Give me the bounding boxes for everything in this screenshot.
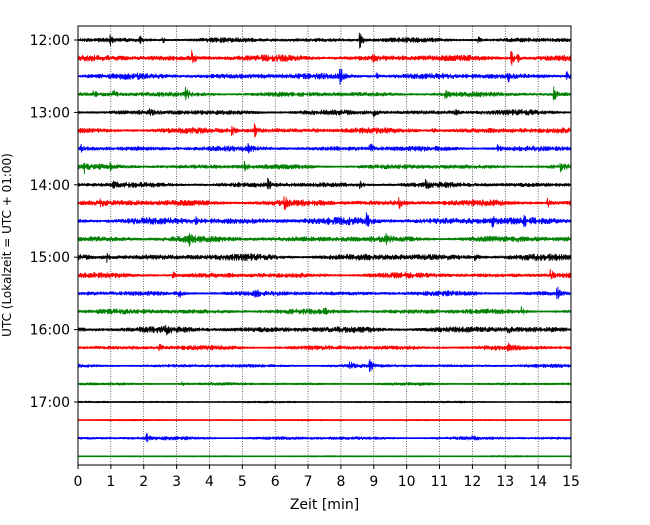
y-tick-label: 14:00 <box>30 178 70 194</box>
x-axis-label: Zeit [min] <box>290 497 359 513</box>
y-axis-label: UTC (Lokalzeit = UTC + 01:00) <box>0 153 14 337</box>
plot-background <box>78 26 571 465</box>
x-tick-label: 15 <box>562 474 580 490</box>
x-tick-label: 11 <box>431 474 449 490</box>
plot-frame <box>77 25 572 466</box>
y-tick-label: 16:00 <box>30 323 70 339</box>
y-tick-label: 12:00 <box>30 33 70 49</box>
x-tick-label: 2 <box>139 474 148 490</box>
y-tick-label: 17:00 <box>30 395 70 411</box>
x-tick-label: 14 <box>529 474 547 490</box>
x-tick-label: 12 <box>463 474 481 490</box>
x-grid <box>110 26 539 465</box>
x-axis-ticks: 0 1 2 3 4 5 6 7 8 9 10 11 12 13 14 15 <box>74 465 580 490</box>
x-tick-label: 4 <box>205 474 214 490</box>
y-axis-ticks: 12:00 13:00 14:00 15:00 16:00 17:00 <box>30 33 78 411</box>
x-tick-label: 3 <box>172 474 181 490</box>
x-tick-label: 7 <box>304 474 313 490</box>
x-tick-label: 1 <box>106 474 115 490</box>
x-tick-label: 9 <box>369 474 378 490</box>
x-tick-label: 13 <box>496 474 514 490</box>
x-tick-label: 6 <box>271 474 280 490</box>
y-tick-label: 15:00 <box>30 250 70 266</box>
x-tick-label: 8 <box>336 474 345 490</box>
seismic-traces <box>77 32 572 458</box>
x-tick-label: 0 <box>74 474 83 490</box>
x-tick-label: 5 <box>238 474 247 490</box>
x-tick-label: 10 <box>398 474 416 490</box>
y-tick-label: 13:00 <box>30 105 70 121</box>
